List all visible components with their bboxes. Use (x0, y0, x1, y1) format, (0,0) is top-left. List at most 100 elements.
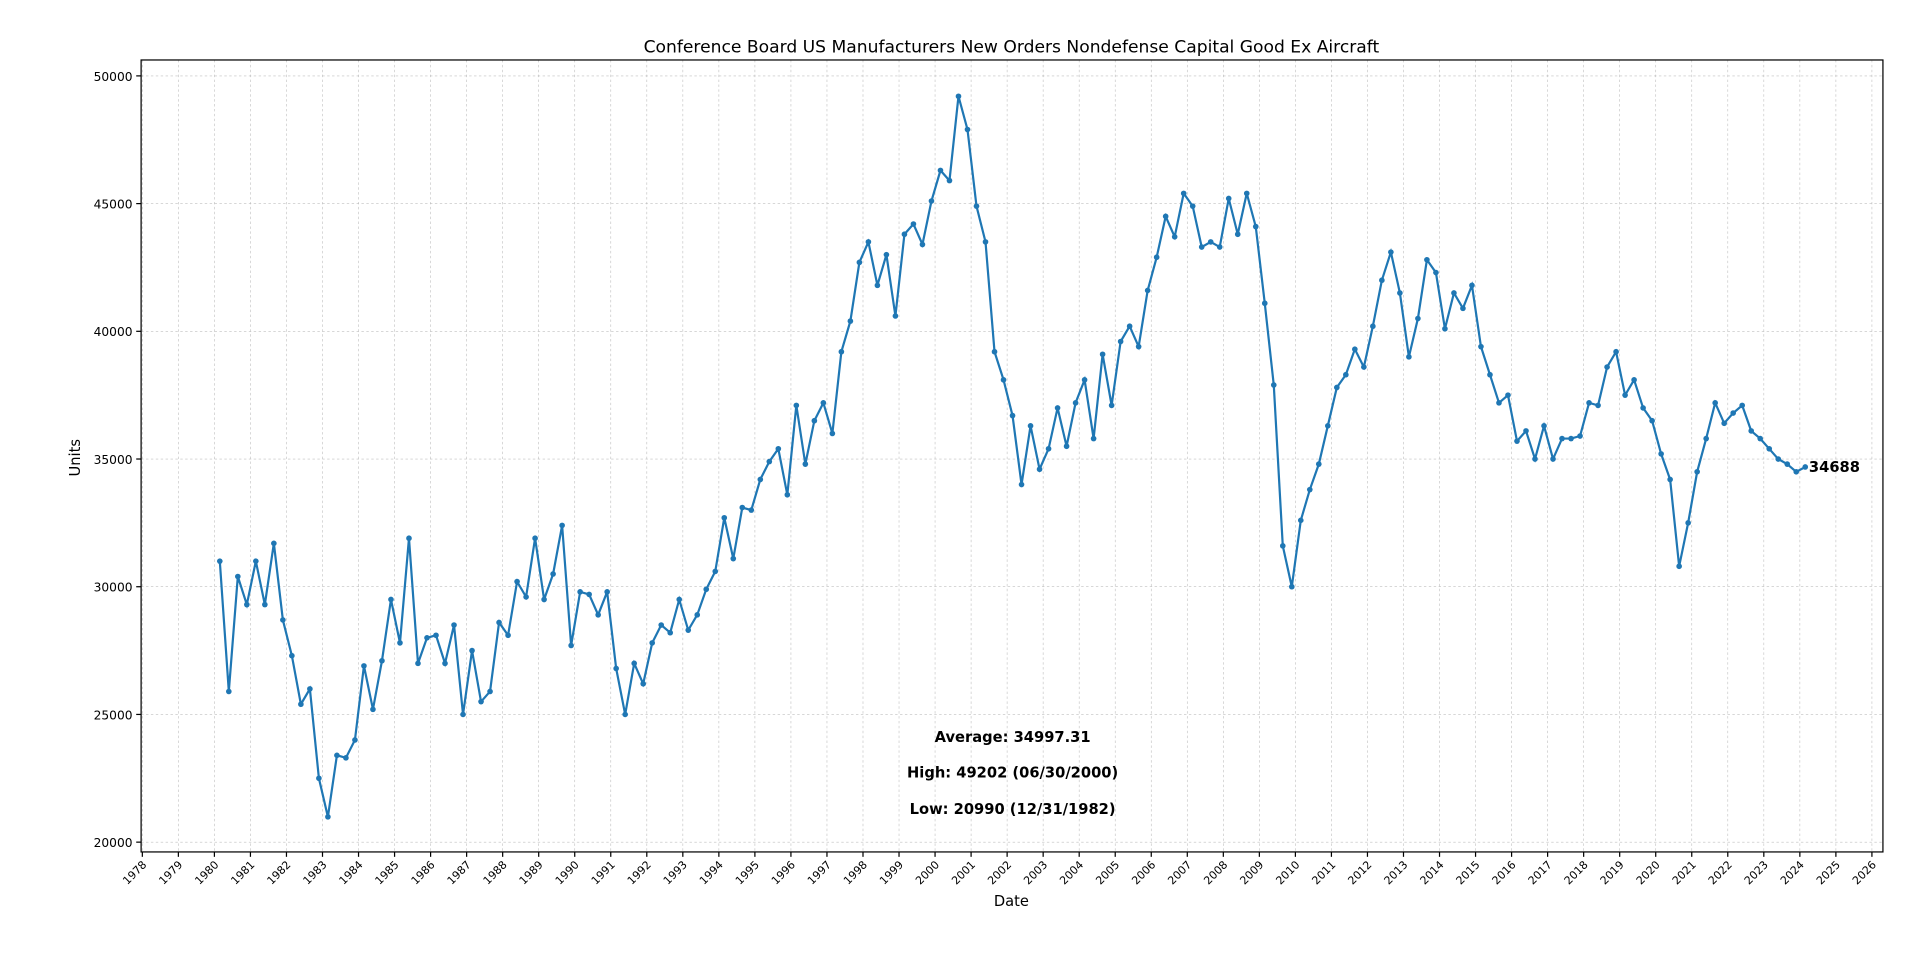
data-point (901, 231, 908, 238)
data-point (1559, 435, 1565, 442)
data-point (1784, 461, 1791, 467)
data-point (595, 612, 601, 618)
data-point (1622, 392, 1628, 398)
data-point (370, 706, 376, 713)
data-point (1649, 417, 1655, 424)
y-tick-label: 40000 (94, 325, 133, 339)
data-point (919, 241, 926, 248)
data-point (1397, 290, 1403, 296)
data-point (1460, 305, 1466, 312)
data-point (1586, 400, 1592, 406)
data-point (1063, 443, 1070, 450)
data-point (1009, 412, 1016, 419)
data-point (1802, 464, 1809, 470)
data-point (496, 619, 502, 626)
data-point (1388, 249, 1394, 255)
data-point (1415, 315, 1421, 322)
data-point (820, 400, 827, 406)
data-point (1451, 290, 1457, 296)
y-tick-label: 35000 (94, 453, 133, 467)
data-point (685, 627, 692, 633)
data-point (262, 601, 268, 608)
data-point (1343, 371, 1349, 378)
data-point (1433, 269, 1439, 276)
data-point (802, 461, 809, 467)
data-point (442, 660, 448, 667)
data-point (1054, 405, 1061, 411)
data-point (1334, 384, 1340, 391)
data-point (280, 617, 286, 623)
data-point (361, 663, 367, 669)
data-point (577, 589, 583, 595)
series-line (216, 93, 1809, 820)
data-point (766, 458, 773, 465)
data-point (1496, 400, 1502, 406)
data-point (1252, 223, 1259, 230)
data-point (1270, 382, 1277, 388)
data-point (1514, 438, 1520, 444)
y-axis: 20000 25000 30000 35000 40000 45000 50000 (94, 70, 142, 850)
data-point (1081, 377, 1088, 383)
data-point (550, 571, 556, 577)
data-point (883, 251, 890, 258)
data-point (379, 657, 385, 664)
data-point (1703, 435, 1709, 442)
data-point (1162, 213, 1169, 220)
data-point (289, 652, 295, 659)
data-point (1487, 371, 1493, 378)
data-point (1577, 433, 1583, 439)
data-point (1243, 190, 1250, 197)
data-point (1748, 428, 1755, 434)
data-point (1541, 422, 1547, 429)
data-point (946, 177, 953, 184)
data-point (478, 698, 484, 705)
data-point (532, 535, 538, 542)
data-point (1306, 486, 1313, 493)
data-point (1442, 325, 1448, 332)
data-point (460, 711, 466, 718)
data-point (1604, 364, 1610, 370)
data-point (730, 555, 737, 562)
y-tick-label: 45000 (94, 197, 133, 211)
data-point (514, 578, 520, 585)
y-axis-label: Units (67, 439, 84, 477)
data-point (604, 589, 610, 595)
data-point (739, 504, 746, 511)
data-point (649, 640, 656, 646)
data-point (1153, 254, 1160, 261)
data-point (757, 476, 764, 483)
data-point (424, 634, 430, 641)
data-point (1099, 351, 1106, 358)
data-point (1279, 543, 1286, 549)
data-point (586, 591, 592, 598)
data-point (1721, 420, 1727, 427)
y-tick-label: 25000 (94, 708, 133, 722)
data-point (1640, 405, 1646, 411)
data-point (225, 688, 232, 695)
data-point (307, 686, 313, 692)
data-point (568, 642, 574, 649)
data-point (1216, 244, 1223, 250)
data-point (505, 632, 511, 639)
data-point (325, 814, 331, 820)
data-point (1126, 323, 1133, 330)
data-point (1685, 520, 1691, 526)
data-point (343, 755, 349, 761)
data-point (1631, 377, 1637, 383)
data-point (1135, 343, 1142, 350)
data-point (1090, 435, 1097, 442)
data-point (1469, 282, 1475, 289)
data-point (469, 647, 475, 654)
data-point (838, 348, 845, 355)
data-point (1207, 239, 1214, 245)
data-point (487, 688, 493, 695)
data-point (1793, 468, 1800, 475)
data-point (1712, 400, 1718, 406)
data-point (640, 680, 647, 687)
data-point (298, 701, 304, 708)
data-point (775, 445, 782, 452)
data-point (1595, 402, 1601, 409)
data-point (1406, 354, 1412, 360)
data-point (1730, 410, 1737, 416)
